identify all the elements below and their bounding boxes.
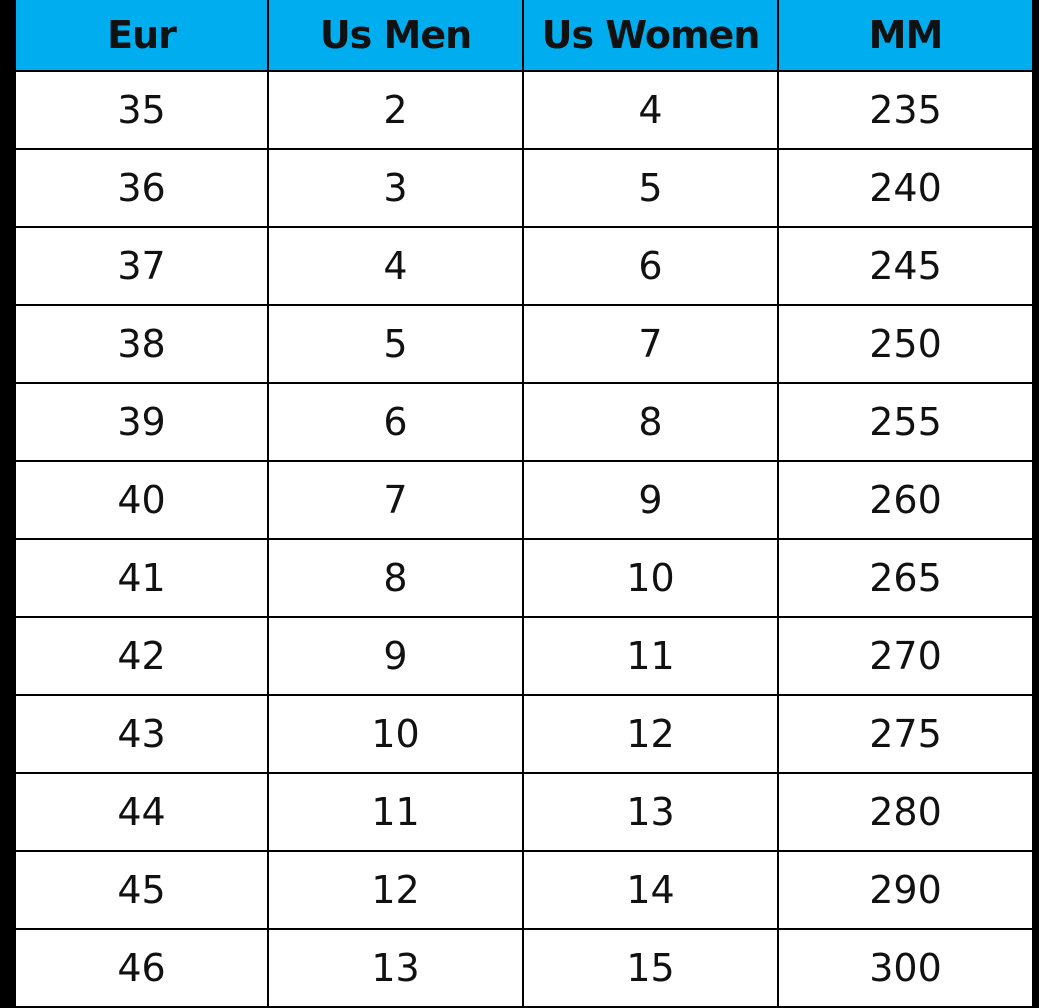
table-cell: 9 bbox=[269, 618, 524, 696]
table-cell: 36 bbox=[14, 150, 269, 228]
table-cell: 38 bbox=[14, 306, 269, 384]
table-cell: 6 bbox=[524, 228, 779, 306]
table-cell: 12 bbox=[524, 696, 779, 774]
table-cell: 240 bbox=[779, 150, 1034, 228]
table-cell: 7 bbox=[269, 462, 524, 540]
table-cell: 245 bbox=[779, 228, 1034, 306]
table-cell: 260 bbox=[779, 462, 1034, 540]
table-cell: 8 bbox=[269, 540, 524, 618]
table-cell: 5 bbox=[524, 150, 779, 228]
table-cell: 280 bbox=[779, 774, 1034, 852]
table-cell: 9 bbox=[524, 462, 779, 540]
table-cell: 4 bbox=[269, 228, 524, 306]
table-cell: 12 bbox=[269, 852, 524, 930]
table-cell: 300 bbox=[779, 930, 1034, 1008]
table-cell: 7 bbox=[524, 306, 779, 384]
table-cell: 10 bbox=[269, 696, 524, 774]
header-cell: MM bbox=[779, 0, 1034, 72]
table-cell: 2 bbox=[269, 72, 524, 150]
table-cell: 235 bbox=[779, 72, 1034, 150]
table-cell: 14 bbox=[524, 852, 779, 930]
table-cell: 275 bbox=[779, 696, 1034, 774]
table-cell: 13 bbox=[524, 774, 779, 852]
table-cell: 42 bbox=[14, 618, 269, 696]
table-cell: 13 bbox=[269, 930, 524, 1008]
table-cell: 15 bbox=[524, 930, 779, 1008]
table-cell: 250 bbox=[779, 306, 1034, 384]
table-cell: 6 bbox=[269, 384, 524, 462]
header-cell: Eur bbox=[14, 0, 269, 72]
table-cell: 5 bbox=[269, 306, 524, 384]
table-cell: 10 bbox=[524, 540, 779, 618]
table-cell: 270 bbox=[779, 618, 1034, 696]
table-cell: 45 bbox=[14, 852, 269, 930]
table-cell: 255 bbox=[779, 384, 1034, 462]
table-cell: 40 bbox=[14, 462, 269, 540]
table-cell: 43 bbox=[14, 696, 269, 774]
table-cell: 11 bbox=[269, 774, 524, 852]
header-cell: Us Men bbox=[269, 0, 524, 72]
table-cell: 39 bbox=[14, 384, 269, 462]
table-cell: 3 bbox=[269, 150, 524, 228]
header-cell: Us Women bbox=[524, 0, 779, 72]
table-cell: 44 bbox=[14, 774, 269, 852]
table-cell: 41 bbox=[14, 540, 269, 618]
table-cell: 4 bbox=[524, 72, 779, 150]
table-cell: 8 bbox=[524, 384, 779, 462]
table-cell: 265 bbox=[779, 540, 1034, 618]
table-cell: 35 bbox=[14, 72, 269, 150]
table-cell: 37 bbox=[14, 228, 269, 306]
table-cell: 11 bbox=[524, 618, 779, 696]
table-cell: 290 bbox=[779, 852, 1034, 930]
size-table: Eur Us Men Us Women MM 35 2 4 235 36 3 5 240 37 4 6 245… bbox=[14, 0, 1034, 1008]
table-cell: 46 bbox=[14, 930, 269, 1008]
